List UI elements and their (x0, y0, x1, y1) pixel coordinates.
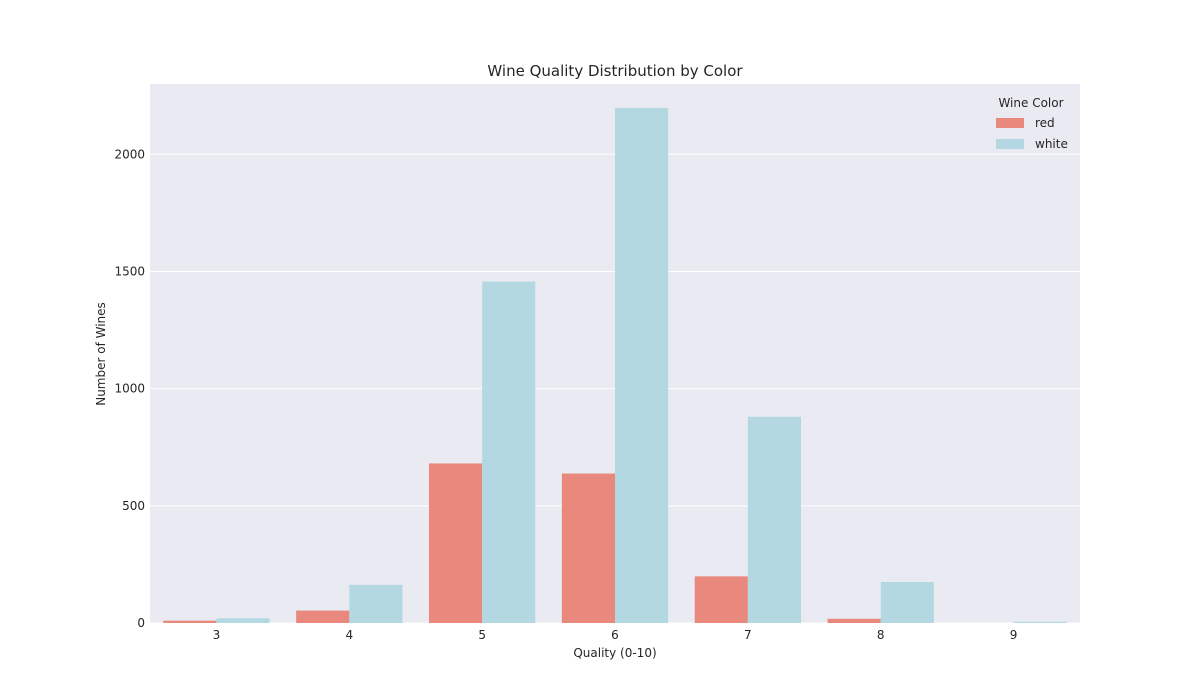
legend-swatch-white (996, 139, 1024, 149)
x-tick-label: 6 (611, 628, 619, 642)
bar-white-9 (1013, 621, 1067, 623)
y-tick-labels: 0 500 1000 1500 2000 (114, 147, 145, 630)
bar-red-5 (429, 463, 483, 623)
legend-title: Wine Color (998, 96, 1063, 110)
bar-white-7 (747, 416, 801, 623)
x-tick-label: 5 (478, 628, 486, 642)
bar-white-6 (615, 107, 669, 623)
y-tick-label: 1000 (114, 382, 145, 396)
legend: Wine Color red white (996, 96, 1068, 151)
x-tick-labels: 3 4 5 6 7 8 9 (213, 628, 1018, 642)
bar-white-4 (349, 584, 403, 623)
bar-white-3 (216, 618, 270, 623)
x-tick-label: 3 (213, 628, 221, 642)
legend-label-red: red (1035, 116, 1055, 130)
bar-red-6 (561, 473, 615, 623)
legend-label-white: white (1035, 137, 1068, 151)
y-tick-label: 1500 (114, 264, 145, 278)
y-tick-label: 500 (122, 499, 145, 513)
x-tick-label: 9 (1010, 628, 1018, 642)
bars (163, 107, 1067, 623)
bar-white-5 (482, 281, 536, 623)
x-axis-label: Quality (0-10) (573, 646, 656, 660)
bar-red-4 (296, 610, 350, 623)
y-axis-label: Number of Wines (94, 302, 108, 406)
x-tick-label: 7 (744, 628, 752, 642)
legend-swatch-red (996, 118, 1024, 128)
chart-title: Wine Quality Distribution by Color (487, 62, 743, 80)
y-tick-label: 2000 (114, 147, 145, 161)
y-tick-label: 0 (137, 616, 145, 630)
bar-red-8 (827, 618, 881, 623)
x-tick-label: 8 (877, 628, 885, 642)
x-tick-label: 4 (345, 628, 353, 642)
bar-white-8 (880, 581, 934, 623)
bar-red-3 (163, 620, 217, 623)
bar-red-7 (694, 576, 748, 623)
